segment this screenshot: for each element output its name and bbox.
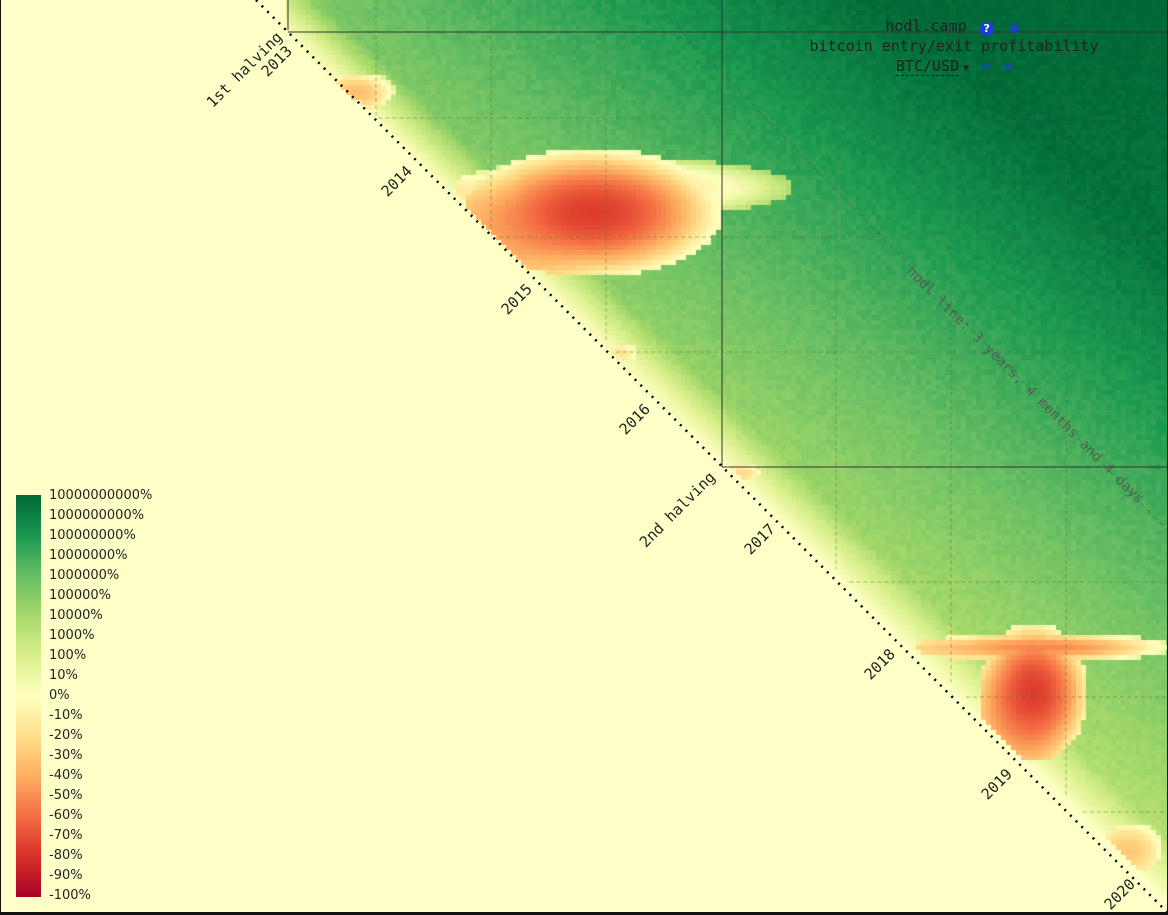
diagonal-label: 2016 <box>616 400 654 438</box>
diagonal-label: 2015 <box>498 280 536 318</box>
currency-selector[interactable]: BTC/USD <box>895 57 960 76</box>
zoom-in-icon[interactable]: ⊕ <box>1003 59 1013 75</box>
legend-tick-label: -40% <box>49 768 83 783</box>
legend-tick-label: 1000000% <box>49 568 120 583</box>
legend-tick-label: -90% <box>49 868 83 883</box>
site-title[interactable]: hodl.camp <box>885 17 967 35</box>
legend-tick-label: 10000% <box>49 608 103 623</box>
legend-tick-label: 10000000% <box>49 548 128 563</box>
eye-slash-icon[interactable]: ◉ <box>1008 20 1021 36</box>
diagonal-label: 2019 <box>978 765 1016 803</box>
question-circle-icon[interactable]: ? <box>979 22 994 36</box>
color-legend: 10000000000% 1000000000% 100000000% 1000000… <box>16 488 166 903</box>
legend-tick-label: 100000% <box>49 588 111 603</box>
diagonal-label: 2020 <box>1101 875 1139 912</box>
chart-subtitle: bitcoin entry/exit profitability <box>809 37 1099 55</box>
legend-tick-label: 10000000000% <box>49 488 153 503</box>
diagonal-label: 2014 <box>378 162 416 200</box>
chevron-down-icon[interactable]: ▼ <box>963 63 970 74</box>
zoom-out-icon[interactable]: ⊖ <box>982 59 991 75</box>
legend-tick-label: 100000000% <box>49 528 136 543</box>
legend-tick-label: -70% <box>49 828 83 843</box>
legend-tick-label: -60% <box>49 808 83 823</box>
legend-tick-label: 1000% <box>49 628 95 643</box>
diagonal-label: 2017 <box>741 520 779 558</box>
legend-color-bar <box>16 495 41 897</box>
diagonal-dotted-line <box>255 0 1167 912</box>
hodl-line-label: hodl line: 3 years, 4 months and 4 days <box>903 264 1147 508</box>
diagonal-label: 2018 <box>861 645 899 683</box>
legend-tick-label: -50% <box>49 788 83 803</box>
legend-tick-label: 100% <box>49 648 87 663</box>
diagonal-label: 2nd halving <box>636 468 719 551</box>
legend-tick-label: 0% <box>49 688 70 703</box>
legend-tick-label: -10% <box>49 708 83 723</box>
legend-tick-label: -20% <box>49 728 83 743</box>
legend-tick-label: 1000000000% <box>49 508 145 523</box>
legend-tick-label: -100% <box>49 888 91 903</box>
legend-tick-label: 10% <box>49 668 78 683</box>
legend-tick-label: -80% <box>49 848 83 863</box>
legend-tick-label: -30% <box>49 748 83 763</box>
chart-header: hodl.camp ? ◉ bitcoin entry/exit profita… <box>781 16 1127 79</box>
hodl-line <box>650 0 1167 531</box>
